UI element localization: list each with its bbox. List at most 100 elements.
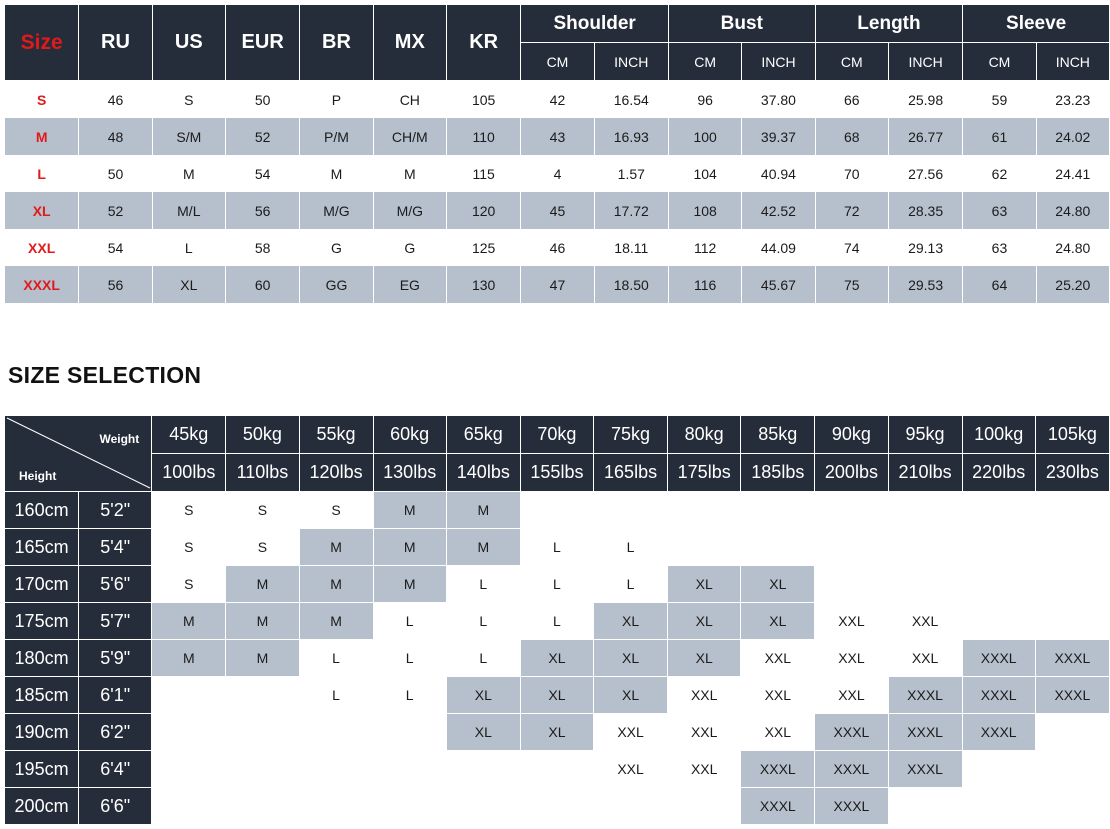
height-cm-label: 195cm (3, 750, 80, 788)
size-cell: 42 (520, 80, 595, 118)
size-cell: 26.77 (887, 118, 964, 155)
size-cell: 105 (445, 80, 522, 118)
size-recommendation-cell: M (372, 528, 447, 566)
size-cell: 62 (962, 155, 1037, 192)
size-recommendation-cell: XXL (667, 713, 742, 751)
size-recommendation-cell (298, 750, 374, 788)
size-recommendation-cell: XXL (814, 639, 889, 677)
size-recommendation-cell: S (298, 491, 374, 529)
size-cell: M (151, 155, 226, 192)
size-recommendation-cell: XXXL (1034, 676, 1110, 714)
size-cell: P (299, 80, 374, 118)
weight-kg-header: 90kg (814, 415, 889, 454)
height-cm-label: 160cm (3, 491, 80, 529)
size-recommendation-cell: XXXL (887, 713, 963, 751)
size-recommendation-cell (961, 565, 1036, 603)
size-recommendation-cell: XXXL (814, 713, 889, 751)
size-cell: 74 (814, 229, 889, 266)
size-cell: S/M (151, 118, 226, 155)
size-recommendation-cell (445, 750, 521, 788)
size-cell: 110 (445, 118, 522, 155)
size-recommendation-cell: L (445, 639, 521, 677)
size-column-header: Size (3, 4, 80, 81)
size-recommendation-cell (592, 787, 669, 825)
height-ft-label: 6'4" (78, 750, 153, 788)
size-recommendation-cell: XL (740, 565, 816, 603)
weight-height-corner: Weight Height (3, 415, 153, 492)
measure-header-bust: Bust (667, 4, 816, 43)
size-recommendation-cell: XXXL (961, 639, 1036, 677)
size-recommendation-cell (961, 491, 1036, 529)
height-ft-label: 5'9" (78, 639, 153, 677)
size-recommendation-cell: XXL (740, 713, 816, 751)
size-cell: 29.53 (887, 266, 964, 303)
weight-lbs-header: 175lbs (667, 453, 742, 492)
size-cell: 72 (814, 192, 889, 229)
size-label: S (3, 80, 80, 118)
unit-header: CM (667, 42, 743, 81)
measure-header-length: Length (814, 4, 964, 43)
size-cell: M (372, 155, 447, 192)
region-header-br: BR (299, 4, 374, 81)
unit-header: CM (520, 42, 595, 81)
size-cell: 54 (224, 155, 301, 192)
size-cell: 66 (814, 80, 889, 118)
size-cell: 50 (78, 155, 153, 192)
size-cell: 24.80 (1035, 229, 1110, 266)
size-recommendation-cell: XL (519, 639, 595, 677)
size-recommendation-cell (961, 787, 1036, 825)
size-cell: 52 (78, 192, 153, 229)
size-recommendation-cell: XL (445, 676, 521, 714)
size-cell: M/L (151, 192, 226, 229)
size-chart-table: Size RU US EUR BR MX KR Shoulder Bust Le… (3, 4, 1110, 303)
size-cell: 39.37 (741, 118, 816, 155)
size-cell: 37.80 (741, 80, 816, 118)
size-cell: 44.09 (741, 229, 816, 266)
size-recommendation-cell: L (298, 639, 374, 677)
size-cell: 63 (962, 229, 1037, 266)
size-recommendation-cell (519, 491, 595, 529)
size-cell: 24.41 (1035, 155, 1110, 192)
size-recommendation-cell (225, 750, 300, 788)
size-cell: 59 (962, 80, 1037, 118)
size-recommendation-cell: L (372, 639, 447, 677)
size-cell: 28.35 (887, 192, 964, 229)
size-recommendation-cell (740, 491, 816, 529)
size-recommendation-cell (814, 528, 889, 566)
size-recommendation-cell: XXXL (740, 750, 816, 788)
size-recommendation-cell: XL (592, 602, 669, 640)
size-recommendation-cell: L (372, 602, 447, 640)
size-cell: 75 (814, 266, 889, 303)
size-cell: 16.93 (593, 118, 669, 155)
size-recommendation-cell: XL (667, 565, 742, 603)
size-cell: GG (299, 266, 374, 303)
region-header-eur: EUR (224, 4, 301, 81)
size-cell: 58 (224, 229, 301, 266)
size-recommendation-cell: XXL (592, 750, 669, 788)
size-recommendation-cell (372, 750, 447, 788)
weight-kg-header: 80kg (667, 415, 742, 454)
weight-lbs-header: 165lbs (592, 453, 669, 492)
size-cell: L (151, 229, 226, 266)
size-recommendation-cell (961, 750, 1036, 788)
size-cell: 27.56 (887, 155, 964, 192)
size-selection-table: Weight Height 45kg 50kg 55kg 60kg 65kg 70kg 75… (3, 415, 1110, 825)
size-cell: CH/M (372, 118, 447, 155)
size-recommendation-cell (225, 787, 300, 825)
weight-lbs-header: 230lbs (1034, 453, 1110, 492)
size-recommendation-cell: M (225, 639, 300, 677)
size-recommendation-cell: XL (740, 602, 816, 640)
size-cell: 120 (445, 192, 522, 229)
unit-header: INCH (741, 42, 816, 81)
height-cm-label: 190cm (3, 713, 80, 751)
height-cm-label: 185cm (3, 676, 80, 714)
size-cell: 56 (224, 192, 301, 229)
weight-lbs-header: 220lbs (961, 453, 1036, 492)
size-cell: 52 (224, 118, 301, 155)
size-recommendation-cell: XXXL (887, 750, 963, 788)
size-recommendation-cell (1034, 565, 1110, 603)
size-recommendation-cell: XXL (814, 602, 889, 640)
size-label: M (3, 118, 80, 155)
size-label: XXL (3, 229, 80, 266)
height-row: 190cm 6'2" XL XL XXL XXL XXL XXXL XXXL XXXL (3, 713, 1110, 751)
